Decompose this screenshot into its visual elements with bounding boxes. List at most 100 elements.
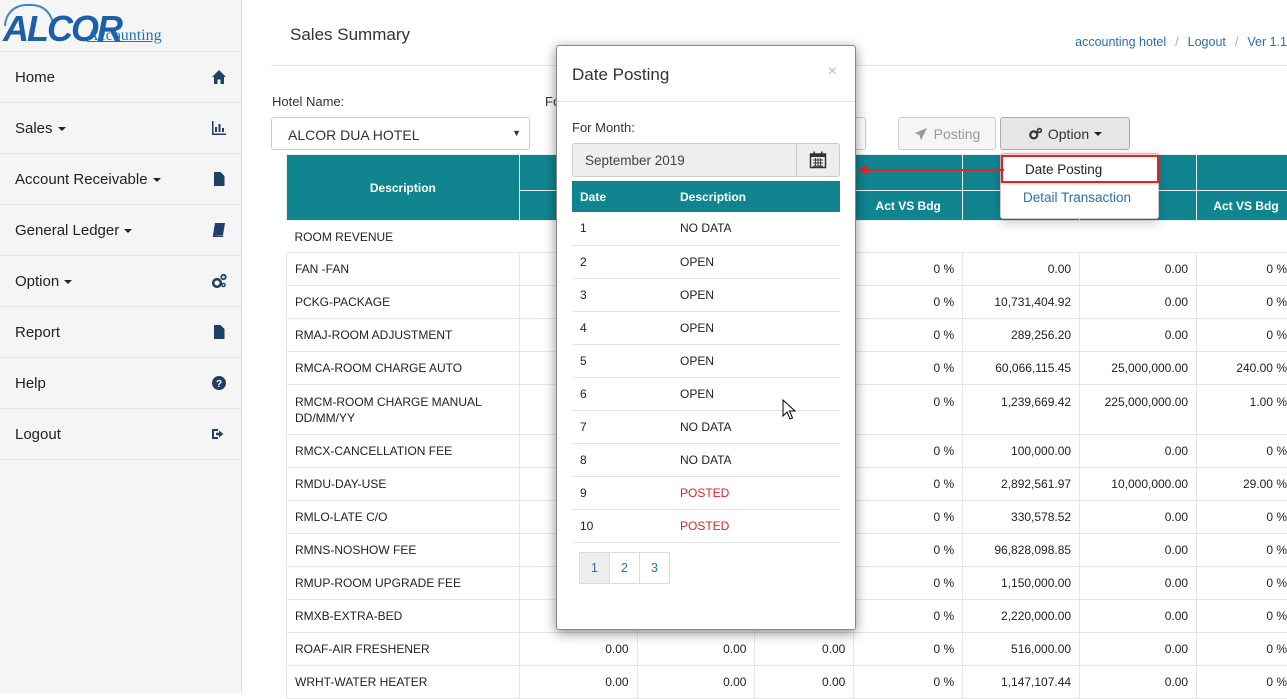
page-title: Sales Summary — [290, 25, 410, 45]
version-label: Ver 1.1 — [1247, 35, 1287, 49]
row-description: RMUP-ROOM UPGRADE FEE — [287, 567, 520, 600]
row-date: 4 — [572, 311, 672, 344]
row-value: 0.00 — [637, 666, 755, 699]
row-value: 0.00 — [519, 633, 637, 666]
menu-item-date-posting[interactable]: Date Posting — [1001, 155, 1159, 183]
user-link[interactable]: accounting hotel — [1075, 35, 1166, 49]
row-description: FAN -FAN — [287, 253, 520, 286]
row-status: POSTED — [672, 509, 840, 542]
sidebar-item-label: Help — [15, 375, 46, 392]
caret-down-icon — [153, 178, 161, 182]
row-value: 0 % — [1197, 600, 1287, 633]
page-button-1[interactable]: 1 — [579, 552, 610, 584]
logo-subtitle: Accounting — [87, 27, 162, 45]
menu-item-detail-transaction[interactable]: Detail Transaction — [1001, 183, 1158, 211]
row-value: 0.00 — [637, 633, 755, 666]
row-value: 225,000,000.00 — [1080, 385, 1197, 435]
logout-link[interactable]: Logout — [1188, 35, 1226, 49]
hotel-select-value: ALCOR DUA HOTEL — [288, 127, 419, 143]
logo[interactable]: ALCOR Accounting — [0, 0, 241, 52]
separator: / — [1235, 35, 1238, 49]
sidebar-item-sales[interactable]: Sales — [0, 103, 241, 154]
sidebar-item-label: Home — [15, 69, 55, 86]
row-value: 10,000,000.00 — [1080, 468, 1197, 501]
annotation-arrow — [862, 169, 1004, 171]
row-date: 7 — [572, 410, 672, 443]
top-links: accounting hotel / Logout / Ver 1.1 — [1075, 35, 1287, 49]
row-status: NO DATA — [672, 443, 840, 476]
sidebar-item-label: Logout — [15, 426, 61, 443]
dropdown-arrow-icon: ▼ — [512, 128, 521, 138]
col-date: Date — [572, 181, 672, 212]
row-status: NO DATA — [672, 212, 840, 245]
row-value: 0 % — [1197, 567, 1287, 600]
row-value: 0 % — [854, 286, 963, 319]
col-act-vs-bdg: Act VS Bdg — [1197, 191, 1287, 221]
row-status: OPEN — [672, 344, 840, 377]
row-description: RMLO-LATE C/O — [287, 501, 520, 534]
sidebar-item-label: Account Receivable — [15, 171, 161, 188]
gears-icon — [211, 273, 227, 289]
row-value: 25,000,000.00 — [1080, 352, 1197, 385]
row-value: 0 % — [854, 600, 963, 633]
row-value: 0.00 — [1080, 567, 1197, 600]
row-value: 0 % — [854, 534, 963, 567]
file-icon — [211, 324, 227, 340]
calendar-button[interactable] — [796, 143, 840, 177]
row-value: 60,066,115.45 — [963, 352, 1080, 385]
row-value: 289,256.20 — [963, 319, 1080, 352]
caret-down-icon — [64, 280, 72, 284]
row-value: 0.00 — [519, 666, 637, 699]
sidebar-item-report[interactable]: Report — [0, 307, 241, 358]
row-value: 0.00 — [1080, 319, 1197, 352]
row-date: 3 — [572, 278, 672, 311]
modal-header: Date Posting × — [557, 46, 855, 102]
option-button[interactable]: Option — [1000, 117, 1130, 150]
col-description: Description — [287, 155, 520, 221]
caret-down-icon — [58, 127, 66, 131]
sidebar-item-help[interactable]: Help? — [0, 358, 241, 409]
sidebar-item-general-ledger[interactable]: General Ledger — [0, 205, 241, 256]
sidebar-item-option[interactable]: Option — [0, 256, 241, 307]
paper-plane-icon — [914, 127, 928, 141]
row-value: 0 % — [1197, 253, 1287, 286]
page-button-2[interactable]: 2 — [609, 552, 640, 584]
page-button-3[interactable]: 3 — [639, 552, 670, 584]
row-date: 10 — [572, 509, 672, 542]
hotel-name-label: Hotel Name: — [272, 94, 344, 109]
sign-out-icon — [211, 426, 227, 442]
col-group-header — [1197, 155, 1287, 191]
close-icon[interactable]: × — [828, 63, 837, 81]
row-description: RMNS-NOSHOW FEE — [287, 534, 520, 567]
posting-button-label: Posting — [934, 126, 981, 142]
sidebar-item-home[interactable]: Home — [0, 52, 241, 103]
row-status: POSTED — [672, 476, 840, 509]
row-value: 0 % — [1197, 319, 1287, 352]
row-status: OPEN — [672, 278, 840, 311]
row-value: 0.00 — [755, 633, 854, 666]
month-input[interactable]: September 2019 — [572, 143, 797, 177]
row-value: 0.00 — [1080, 253, 1197, 286]
caret-down-icon — [1094, 132, 1102, 136]
sidebar-item-logout[interactable]: Logout — [0, 409, 241, 460]
hotel-select[interactable]: ALCOR DUA HOTEL ▼ — [271, 117, 530, 150]
posting-button[interactable]: Posting — [898, 117, 996, 150]
row-date: 2 — [572, 245, 672, 278]
separator: / — [1175, 35, 1178, 49]
row-value: 0 % — [1197, 286, 1287, 319]
calendar-icon — [809, 151, 827, 169]
sidebar-item-account-receivable[interactable]: Account Receivable — [0, 154, 241, 205]
row-description: RMCA-ROOM CHARGE AUTO — [287, 352, 520, 385]
row-status: OPEN — [672, 245, 840, 278]
